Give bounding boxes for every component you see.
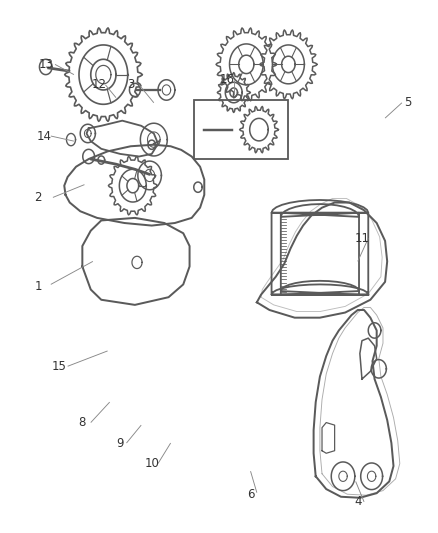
Text: 5: 5 (405, 96, 412, 109)
Text: 10: 10 (144, 457, 159, 470)
Text: 9: 9 (117, 437, 124, 449)
Text: 4: 4 (354, 495, 361, 508)
Text: 6: 6 (247, 488, 254, 500)
Text: 11: 11 (354, 232, 370, 245)
Text: 12: 12 (92, 78, 107, 91)
Text: 14: 14 (37, 130, 52, 142)
Text: 16: 16 (220, 73, 235, 86)
Text: 8: 8 (79, 416, 86, 429)
Text: 3: 3 (127, 78, 134, 91)
Text: 1: 1 (35, 280, 42, 294)
Text: 15: 15 (52, 360, 67, 373)
Text: 13: 13 (39, 58, 54, 71)
Text: 2: 2 (35, 191, 42, 204)
Bar (194, 100, 288, 159)
